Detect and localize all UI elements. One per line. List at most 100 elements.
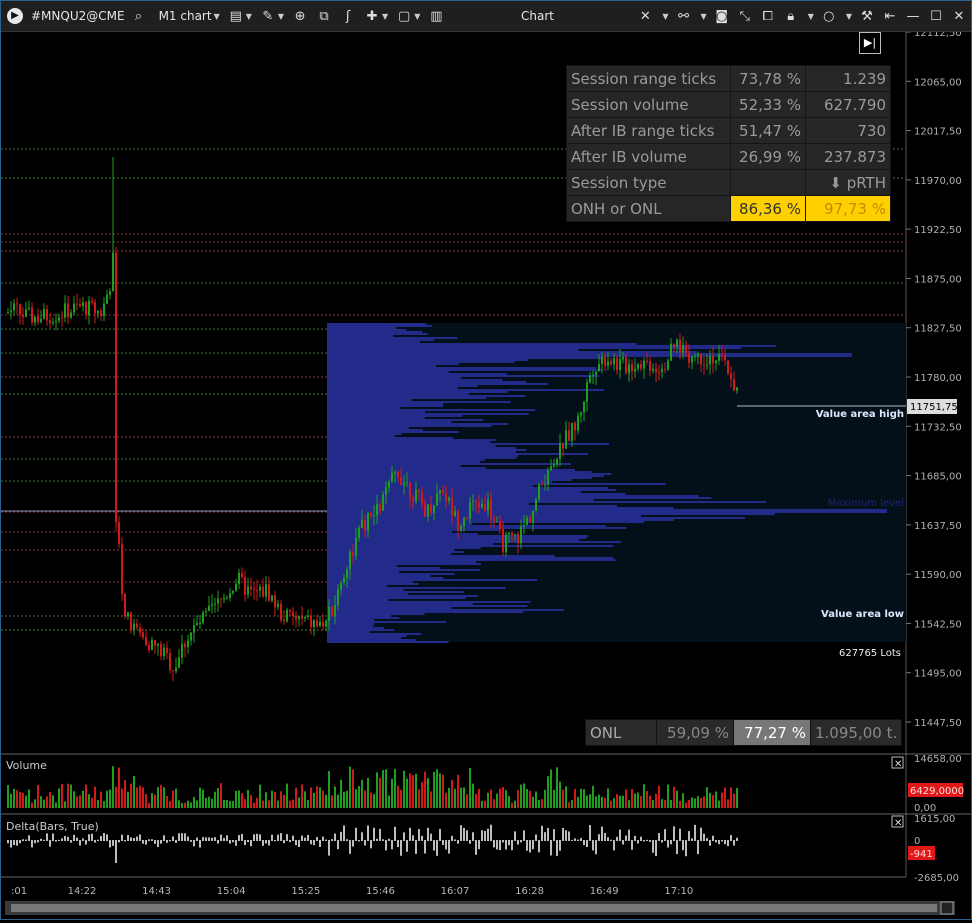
volume-bar xyxy=(94,786,96,808)
delta-bar xyxy=(637,840,639,844)
timeframe-dropdown[interactable]: M1 chart ▼ xyxy=(155,1,224,31)
profile-bar xyxy=(327,531,452,533)
delta-bar xyxy=(448,840,450,854)
candle-body xyxy=(169,652,171,670)
candle-body xyxy=(298,616,300,620)
delta-bar xyxy=(520,840,522,843)
camera-icon[interactable]: ◙ xyxy=(715,8,728,24)
delta-bar xyxy=(211,837,213,841)
candle-body xyxy=(643,360,645,369)
color-circle-icon[interactable]: ○ xyxy=(823,8,835,24)
delta-bar xyxy=(148,839,150,841)
instrument-selector[interactable]: #MNQU2@CME ⌕ xyxy=(27,1,151,31)
stats-name: After IB range ticks xyxy=(566,117,731,144)
chart-area[interactable]: Value area high Value area low Maximum lev… xyxy=(1,28,971,919)
time-tick-label: 16:07 xyxy=(441,886,470,897)
delta-bar xyxy=(493,840,495,848)
candle-body xyxy=(502,528,504,552)
crosshair-button[interactable]: ✚ ▼ xyxy=(360,1,392,31)
candle-body xyxy=(196,622,198,626)
delta-bar xyxy=(715,840,717,843)
tools-icon[interactable]: ✕ xyxy=(639,8,651,24)
delta-bar xyxy=(46,833,48,841)
delta-bar xyxy=(163,835,165,841)
search-icon[interactable]: ⌕ xyxy=(134,8,143,24)
close-icon[interactable]: ✕ xyxy=(953,8,965,24)
candle-body xyxy=(583,401,585,413)
draw-tool-button[interactable]: ✎ ▼ xyxy=(256,1,288,31)
profile-bar xyxy=(327,333,428,335)
profile-bar xyxy=(327,537,587,539)
volume-bar xyxy=(508,795,510,808)
volume-bar xyxy=(424,771,426,808)
profile-bar xyxy=(327,433,402,435)
delta-bar xyxy=(580,838,582,841)
delta-bar xyxy=(361,832,363,841)
delta-bar xyxy=(376,838,378,841)
pin-icon[interactable]: ⇤ xyxy=(884,8,896,24)
profile-bar xyxy=(327,441,491,443)
candle-body xyxy=(535,499,537,511)
indicators-button[interactable]: ⧉ xyxy=(312,1,336,31)
volume-bar xyxy=(232,801,234,808)
zoom-button[interactable]: ⊕ xyxy=(288,1,312,31)
value-area-low-label: Value area low xyxy=(821,609,904,620)
chevron-down-icon: ▼ xyxy=(245,11,252,21)
delta-bar xyxy=(10,840,12,848)
profile-bar xyxy=(327,553,452,555)
link-icon[interactable]: ⚯ xyxy=(678,8,689,24)
volume-bar xyxy=(520,784,522,808)
volume-bar xyxy=(211,798,213,808)
volume-bar xyxy=(550,769,552,808)
profile-bar xyxy=(327,627,384,629)
candle-body xyxy=(82,302,84,307)
volume-bar xyxy=(667,784,669,808)
candle-body xyxy=(172,669,174,672)
delta-bar xyxy=(685,840,687,857)
layout-button[interactable]: ▢ ▼ xyxy=(392,1,424,31)
volume-bar xyxy=(685,802,687,808)
chart-canvas[interactable]: Value area high Value area low Maximum lev… xyxy=(1,28,971,919)
dom-button[interactable]: ▥ xyxy=(424,1,448,31)
candle-body xyxy=(184,643,186,648)
volume-bar xyxy=(529,790,531,808)
time-tick-label: 17:10 xyxy=(664,886,693,897)
delta-bar xyxy=(691,838,693,841)
close-icon: ✕ xyxy=(894,759,902,770)
time-tick-label: 15:46 xyxy=(366,886,395,897)
candle-body xyxy=(253,589,255,591)
candle-body xyxy=(199,622,201,624)
delta-bar xyxy=(649,840,651,842)
profile-bar xyxy=(327,453,588,455)
profile-bar xyxy=(327,375,600,377)
strategy-button[interactable]: ʃ xyxy=(336,1,360,31)
volume-bar xyxy=(487,792,489,808)
delta-bar xyxy=(592,840,594,851)
candle-body xyxy=(85,302,87,316)
scrollbar-thumb xyxy=(11,904,937,912)
delta-bar xyxy=(610,839,612,841)
maximize-icon[interactable]: ☐ xyxy=(930,8,942,24)
delta-bar xyxy=(166,840,168,843)
delta-bar xyxy=(613,840,615,851)
candle-body xyxy=(148,645,150,650)
volume-bar xyxy=(127,791,129,808)
delta-bar xyxy=(241,833,243,841)
duplicate-icon[interactable]: ⧠ xyxy=(762,8,773,24)
candle-body xyxy=(526,517,528,525)
expand-icon[interactable]: ⤡ xyxy=(739,8,750,24)
profile-bar xyxy=(327,559,616,561)
minimize-icon[interactable]: — xyxy=(906,8,920,24)
template-button[interactable]: ▤ ▼ xyxy=(224,1,256,31)
volume-bar xyxy=(469,767,471,808)
chart-icon: ⧉ xyxy=(319,8,329,24)
delta-bar xyxy=(385,840,387,851)
scroll-to-end-button[interactable]: ▶| xyxy=(859,32,881,54)
candle-body xyxy=(529,517,531,523)
profile-bar xyxy=(327,435,395,437)
candle-body xyxy=(418,489,420,493)
lock-icon[interactable]: 🔒︎ xyxy=(787,8,795,24)
settings-icon[interactable]: ⚒ xyxy=(861,8,873,24)
delta-bar xyxy=(214,837,216,841)
play-icon: ▶| xyxy=(863,36,877,49)
